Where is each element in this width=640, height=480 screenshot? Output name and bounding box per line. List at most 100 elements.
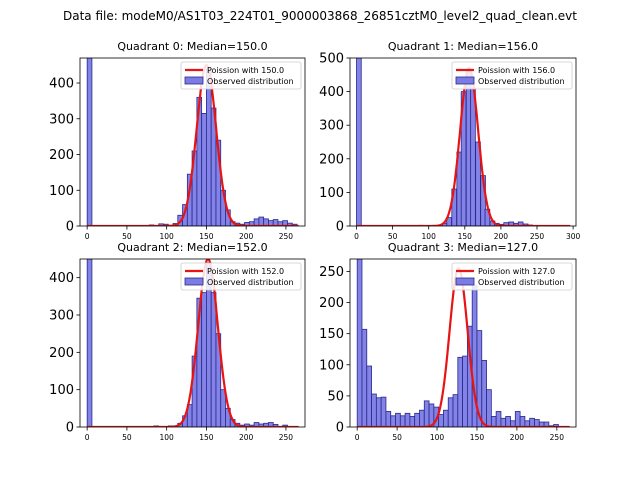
histogram-bar [423, 400, 430, 427]
histogram-bar [438, 414, 444, 427]
y-tick-label: 400 [49, 77, 74, 92]
panel-title: Quadrant 1: Median=156.0 [388, 40, 538, 53]
legend-bar-swatch [455, 277, 475, 286]
histogram-bar [86, 259, 93, 427]
y-tick-label: 100 [49, 184, 74, 199]
histogram-bar [390, 415, 396, 427]
axes-frame [349, 57, 577, 227]
legend: Poission with 150.0 Observed distribution [180, 61, 302, 90]
axes-frame [79, 258, 306, 428]
legend: Poission with 127.0 Observed distribution [451, 262, 573, 291]
legend-bar-swatch [184, 277, 204, 286]
x-tick-label: 200 [510, 433, 525, 442]
histogram-bar [366, 365, 372, 427]
y-tick-label: 250 [319, 265, 344, 280]
y-tick-label: 300 [49, 309, 74, 324]
panel-0: Quadrant 0: Median=150.0 0 100 200 300 400 0 50… [49, 40, 306, 241]
y-tick-label: 150 [319, 327, 344, 342]
histogram-bar [380, 396, 387, 427]
histogram-bar [210, 292, 217, 427]
histogram-bar [371, 393, 377, 427]
histogram-bar [447, 397, 454, 427]
histogram-bar [490, 416, 497, 427]
x-tick-label: 50 [392, 433, 402, 442]
x-tick-label: 150 [199, 232, 214, 241]
histogram-bar [457, 356, 464, 427]
x-tick-label: 0 [85, 232, 90, 241]
y-tick-label: 300 [49, 112, 74, 127]
histogram-bar [414, 412, 420, 427]
x-tick-label: 150 [470, 433, 485, 442]
histogram-bar [495, 411, 502, 427]
histogram-bar [419, 409, 425, 427]
histogram-bar [462, 355, 468, 427]
histogram-bar [220, 389, 226, 427]
legend-bar-swatch [455, 76, 475, 85]
legend-box [180, 61, 302, 90]
histogram-bar [519, 416, 526, 427]
x-tick-label: 0 [355, 433, 360, 442]
x-tick-label: 50 [388, 232, 398, 241]
histogram-bar [443, 409, 449, 427]
figure-suptitle: Data file: modeM0/AS1T03_224T01_90000038… [63, 9, 577, 23]
y-tick-label: 50 [327, 389, 344, 404]
histogram-bar [385, 411, 392, 427]
histogram-bar [356, 58, 362, 226]
plot-area [86, 58, 299, 226]
legend-bar-label: Observed distribution [478, 278, 565, 287]
panels: Quadrant 0: Median=150.0 0 100 200 300 400 0 50… [49, 40, 580, 442]
y-tick-label: 200 [319, 296, 344, 311]
x-tick-label: 0 [354, 232, 359, 241]
histogram-bar [201, 113, 207, 226]
x-tick-label: 200 [239, 232, 254, 241]
histogram-bar [404, 412, 411, 427]
x-tick-label: 50 [122, 433, 132, 442]
y-tick-label: 400 [319, 85, 344, 100]
histogram-bar [409, 416, 416, 427]
x-tick-label: 250 [530, 232, 545, 241]
histogram-bar [514, 411, 521, 427]
x-tick-label: 200 [494, 232, 509, 241]
y-tick-label: 100 [319, 358, 344, 373]
panel-title: Quadrant 2: Median=152.0 [117, 241, 267, 254]
panel-1: Quadrant 1: Median=156.0 0 100 200 300 400 500… [319, 40, 580, 241]
poisson-curve [87, 63, 299, 226]
y-tick-label: 300 [319, 119, 344, 134]
histogram-bar [452, 394, 459, 427]
x-tick-label: 250 [550, 433, 565, 442]
histogram-bar [258, 216, 265, 226]
poisson-curve [356, 66, 571, 226]
poisson-curve [87, 259, 299, 427]
legend-box [451, 262, 573, 291]
legend-line-label: Poission with 152.0 [207, 267, 284, 276]
x-tick-label: 250 [279, 433, 294, 442]
legend-line-label: Poission with 150.0 [207, 66, 284, 75]
histogram-bar [356, 259, 363, 427]
plot-area [356, 259, 570, 427]
axes-frame [79, 57, 306, 227]
histogram-bar [481, 360, 487, 427]
y-tick-label: 200 [319, 152, 344, 167]
legend-line-label: Poission with 156.0 [478, 66, 555, 75]
histogram-bar [86, 58, 93, 226]
x-tick-label: 100 [159, 433, 174, 442]
x-tick-label: 150 [458, 232, 473, 241]
legend-box [180, 262, 302, 291]
y-tick-label: 0 [66, 421, 74, 436]
histogram-bar [375, 397, 382, 427]
y-tick-label: 400 [49, 271, 74, 286]
histogram-bar [399, 415, 406, 427]
x-tick-label: 250 [279, 232, 294, 241]
histogram-bar [505, 416, 511, 427]
legend-bar-label: Observed distribution [478, 77, 565, 86]
y-tick-label: 500 [319, 52, 344, 67]
histogram-bar [206, 68, 212, 226]
legend-bar-swatch [184, 76, 204, 85]
legend-line-label: Poission with 127.0 [478, 267, 555, 276]
histogram-bar [395, 412, 401, 427]
x-tick-label: 100 [422, 232, 437, 241]
histogram-bar [500, 417, 507, 427]
x-tick-label: 0 [85, 433, 90, 442]
legend-bar-label: Observed distribution [207, 77, 294, 86]
panel-title: Quadrant 0: Median=150.0 [117, 40, 267, 53]
